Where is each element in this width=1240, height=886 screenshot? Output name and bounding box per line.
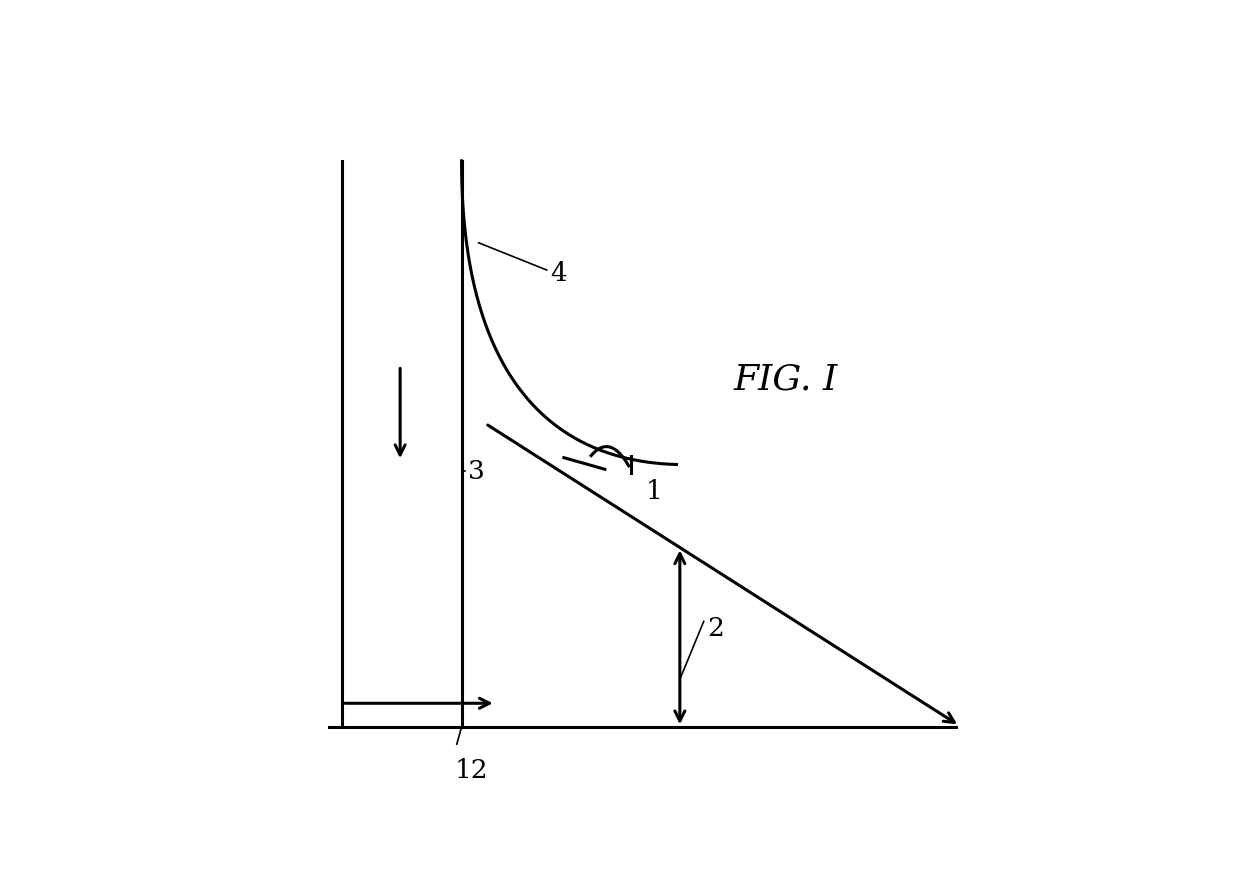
Text: 12: 12 <box>455 758 489 783</box>
Text: 1: 1 <box>646 479 662 504</box>
Text: FIG. I: FIG. I <box>734 362 838 396</box>
Text: 3: 3 <box>469 459 485 484</box>
Text: 2: 2 <box>707 616 724 641</box>
Text: 4: 4 <box>551 261 567 286</box>
